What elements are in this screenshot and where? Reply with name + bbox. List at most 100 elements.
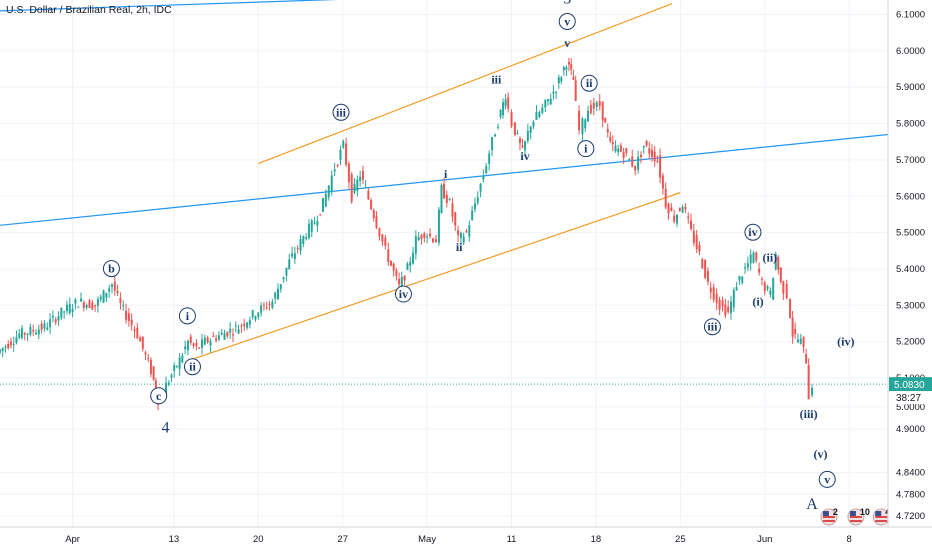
- candle-body: [661, 175, 664, 189]
- candle-body: [675, 214, 678, 224]
- time-tick-label: 13: [169, 534, 180, 545]
- candle-body: [639, 154, 642, 157]
- candle-body: [423, 233, 426, 239]
- candle-body: [26, 333, 29, 335]
- time-axis-bg: [0, 527, 932, 550]
- candle-body: [581, 118, 584, 135]
- countdown-badge: [889, 391, 932, 405]
- wave-label: i: [186, 309, 190, 323]
- time-tick-label: 18: [591, 534, 602, 545]
- candle-body: [35, 332, 38, 335]
- wave-label: ii: [586, 76, 593, 90]
- candle-body: [108, 288, 111, 292]
- candle-body: [529, 126, 532, 134]
- candle-body: [296, 247, 299, 249]
- candle-body: [772, 277, 775, 300]
- price-tick-label: 5.5000: [896, 228, 925, 239]
- candle-body: [203, 337, 206, 345]
- candle-body: [653, 151, 656, 162]
- candle-body: [805, 354, 808, 364]
- candle-body: [491, 137, 494, 151]
- last-price-badge[interactable]: [889, 377, 932, 392]
- candle-body: [276, 288, 279, 300]
- candle-body: [690, 220, 693, 230]
- candle-body: [504, 99, 507, 106]
- price-tick-label: 6.1000: [896, 10, 925, 21]
- candle-body: [186, 340, 189, 351]
- candle-body: [49, 319, 52, 328]
- candle-body: [741, 276, 744, 283]
- candle-body: [375, 216, 378, 228]
- chart-grid: [0, 0, 888, 527]
- candle-body: [116, 291, 119, 293]
- candle-body: [71, 309, 74, 313]
- candle-body: [152, 366, 155, 380]
- flag-stripe: [822, 520, 835, 522]
- candle-body: [744, 267, 747, 269]
- time-tick-label: May: [418, 534, 436, 545]
- candle-body: [785, 283, 788, 299]
- candle-body: [327, 185, 330, 198]
- candle-body: [215, 338, 218, 341]
- candle-body: [791, 317, 794, 337]
- candle-body: [43, 323, 46, 329]
- candle-body: [173, 365, 176, 371]
- candle-body: [794, 329, 797, 335]
- candle-body: [149, 359, 152, 375]
- candle-body: [673, 215, 676, 222]
- upper-trendline[interactable]: [0, 0, 748, 12]
- candle-body: [29, 326, 32, 335]
- candle-body: [807, 364, 810, 400]
- candle-body: [738, 276, 741, 281]
- candle-body: [248, 320, 251, 325]
- candle-body: [409, 261, 412, 266]
- candle-body: [9, 341, 12, 345]
- candle-body: [226, 331, 229, 337]
- candle-body: [552, 91, 555, 94]
- candle-body: [749, 254, 752, 264]
- candle-body: [485, 166, 488, 174]
- wave-circle: [818, 470, 836, 488]
- candle-body: [257, 312, 260, 317]
- flag-canton: [875, 511, 882, 516]
- candle-body: [437, 209, 440, 243]
- candle-body: [465, 231, 468, 233]
- price-tick-label: 4.9000: [896, 424, 925, 435]
- candle-body: [364, 187, 367, 189]
- channel-top[interactable]: [258, 3, 673, 165]
- candle-body: [400, 276, 403, 289]
- candle-body: [687, 216, 690, 219]
- candle-body: [336, 164, 339, 166]
- wave-label: iv: [399, 287, 408, 301]
- candle-body: [345, 143, 348, 165]
- candle-body: [574, 80, 577, 101]
- candle-body: [198, 347, 201, 349]
- candle-body: [85, 305, 88, 308]
- candle-body: [457, 230, 460, 236]
- candle-body: [763, 282, 766, 292]
- candle-body: [546, 99, 549, 102]
- time-tick-label: 27: [337, 534, 348, 545]
- candle-body: [443, 183, 445, 199]
- candle-body: [12, 343, 15, 345]
- candle-body: [572, 76, 575, 80]
- price-tick-label: 5.3000: [896, 300, 925, 311]
- candle-body: [667, 203, 670, 214]
- candle-body: [432, 238, 435, 243]
- price-tick-label: 4.8400: [896, 467, 925, 478]
- candle-body: [127, 313, 130, 322]
- candle-body: [94, 304, 97, 307]
- candle-body: [727, 306, 730, 313]
- candle-body: [130, 319, 133, 326]
- candle-body: [622, 152, 625, 158]
- channel-bottom[interactable]: [190, 192, 681, 361]
- wave-circle: [744, 223, 762, 241]
- candle-body: [429, 233, 432, 237]
- candle-body: [426, 236, 429, 238]
- candle-body: [139, 337, 142, 342]
- candle-body: [88, 300, 91, 309]
- candle-body: [387, 249, 390, 262]
- candle-body: [715, 293, 718, 304]
